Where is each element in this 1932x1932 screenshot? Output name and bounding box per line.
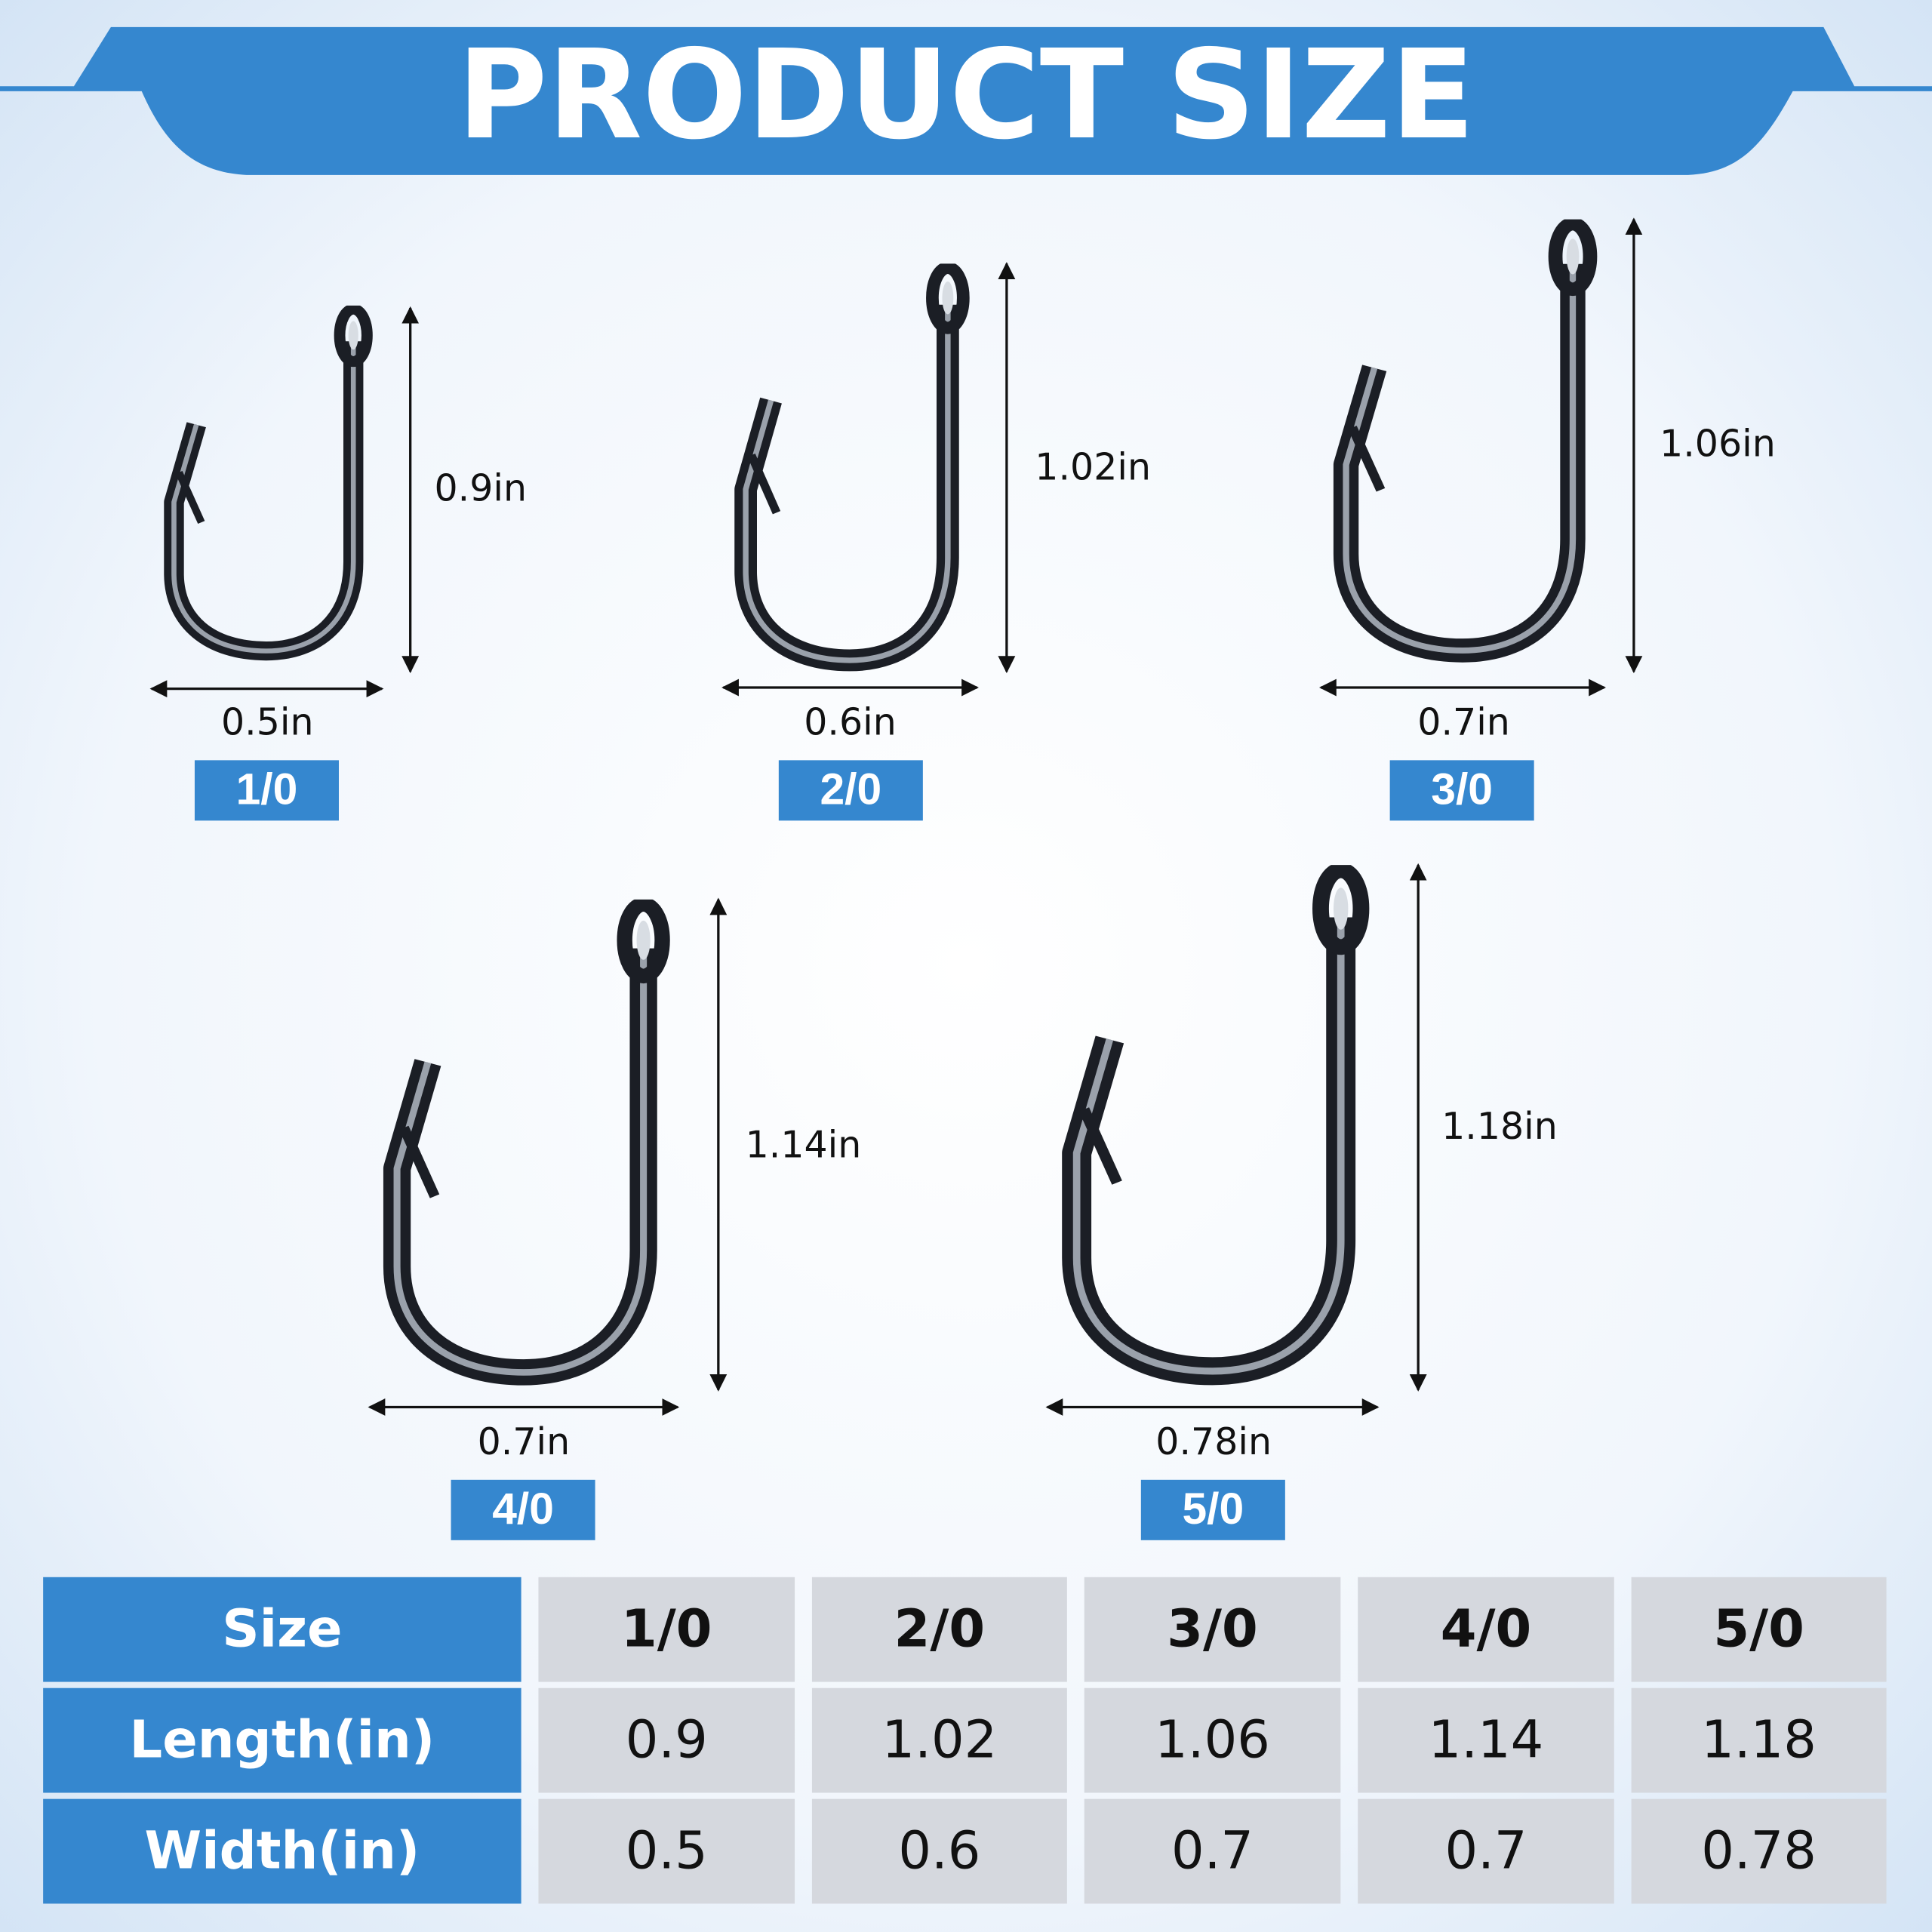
cell-text: 3/0	[1167, 1598, 1257, 1659]
row-header-text: Size	[222, 1598, 342, 1659]
hook-item: 1.14in 0.7in 4/0	[368, 897, 862, 1540]
table-cell	[1084, 1577, 1341, 1682]
length-label: 1.14in	[746, 1123, 862, 1166]
size-badge	[778, 760, 923, 821]
cell-text: 2/0	[894, 1598, 985, 1659]
size-badge-label: 5/0	[1182, 1484, 1244, 1534]
hooks: 0.9in 0.5in 1/0 1.02in 0.6in 2/0 1.06in 0.7in 3/…	[149, 217, 1776, 1540]
cell-text: 0.6	[898, 1820, 980, 1881]
size-badge-label: 2/0	[820, 764, 881, 814]
title-banner	[0, 26, 1932, 175]
size-table: Size 1/0 2/0 3/0 4/0 5/0 Length(in) 0.9 1.02 1.06…	[43, 1577, 1887, 1904]
width-label: 0.6in	[804, 701, 897, 744]
table-cell	[811, 1687, 1067, 1793]
table-cell	[811, 1577, 1067, 1682]
table-cell	[1358, 1577, 1614, 1682]
size-badge	[451, 1479, 595, 1540]
length-label: 1.02in	[1035, 446, 1151, 489]
table-cell	[1358, 1798, 1614, 1904]
table-cell	[1631, 1577, 1887, 1682]
cell-text: 1.06	[1155, 1709, 1270, 1770]
row-header-text: Length(in)	[130, 1709, 435, 1770]
length-label: 0.9in	[434, 466, 527, 509]
cell-text: 5/0	[1713, 1598, 1804, 1659]
table-cell	[1358, 1687, 1614, 1793]
table-cell	[538, 1798, 795, 1904]
table-cell	[538, 1687, 795, 1793]
title: PRODUCT SIZE	[457, 23, 1475, 167]
size-badge	[1389, 760, 1534, 821]
cell-text: 0.5	[626, 1820, 708, 1881]
cell-text: 1.14	[1429, 1709, 1544, 1770]
table-cell	[1631, 1687, 1887, 1793]
size-badge-label: 3/0	[1431, 764, 1493, 814]
width-label: 0.7in	[1417, 701, 1510, 744]
hook-item: 1.18in 0.78in 5/0	[1045, 863, 1558, 1540]
row-header-cell	[43, 1577, 521, 1682]
cell-text: 0.7	[1171, 1820, 1254, 1881]
cell-text: 1.02	[882, 1709, 998, 1770]
row-header-cell	[43, 1687, 521, 1793]
size-badge-label: 4/0	[492, 1484, 554, 1534]
cell-text: 1/0	[621, 1598, 712, 1659]
width-label: 0.78in	[1155, 1420, 1272, 1463]
row-header-text: Width(in)	[144, 1820, 420, 1881]
table-cell	[1631, 1798, 1887, 1904]
length-label: 1.18in	[1441, 1105, 1558, 1148]
hook-item: 1.06in 0.7in 3/0	[1318, 217, 1776, 821]
table-cell	[1084, 1687, 1341, 1793]
width-label: 0.7in	[478, 1420, 571, 1463]
cell-text: 0.9	[626, 1709, 708, 1770]
hook-item: 0.9in 0.5in 1/0	[149, 308, 527, 821]
size-badge	[194, 760, 339, 821]
row-header-cell	[43, 1798, 521, 1904]
size-badge-label: 1/0	[236, 764, 298, 814]
table-cell	[1084, 1798, 1341, 1904]
cell-text: 4/0	[1441, 1598, 1531, 1659]
size-badge	[1140, 1479, 1285, 1540]
cell-text: 0.78	[1701, 1820, 1817, 1881]
table-cell	[538, 1577, 795, 1682]
hook-item: 1.02in 0.6in 2/0	[721, 262, 1151, 821]
length-label: 1.06in	[1660, 423, 1776, 466]
table-cell	[811, 1798, 1067, 1904]
cell-text: 0.7	[1444, 1820, 1527, 1881]
cell-text: 1.18	[1701, 1709, 1817, 1770]
width-label: 0.5in	[221, 701, 314, 744]
